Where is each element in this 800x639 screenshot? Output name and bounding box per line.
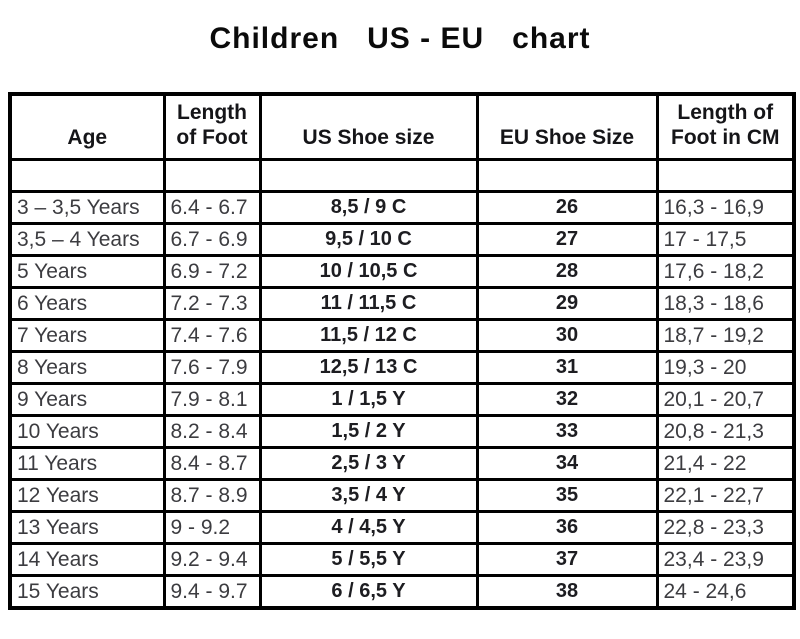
cell-eu-shoe-size: 32: [475, 382, 659, 418]
cell-foot-length-inches: 7.2 - 7.3: [162, 286, 262, 322]
table-row: 14 Years 9.2 - 9.4 5 / 5,5 Y 37 23,4 - 23,9: [8, 542, 796, 578]
cell-age: 5 Years: [8, 254, 166, 290]
cell-foot-length-cm: 19,3 - 20: [655, 350, 796, 386]
cell-eu-shoe-size: 31: [475, 350, 659, 386]
table-row: 13 Years 9 - 9.2 4 / 4,5 Y 36 22,8 - 23,3: [8, 510, 796, 546]
cell-eu-shoe-size: 33: [475, 414, 659, 450]
table-row: 12 Years 8.7 - 8.9 3,5 / 4 Y 35 22,1 - 22,7: [8, 478, 796, 514]
cell-us-shoe-size: 4 / 4,5 Y: [258, 510, 479, 546]
cell-foot-length-inches: 8.4 - 8.7: [162, 446, 262, 482]
cell-eu-shoe-size: 29: [475, 286, 659, 322]
cell-age: 15 Years: [8, 574, 166, 610]
spacer-cell: [258, 158, 479, 194]
cell-foot-length-cm: 22,8 - 23,3: [655, 510, 796, 546]
cell-foot-length-inches: 7.4 - 7.6: [162, 318, 262, 354]
cell-foot-length-cm: 20,8 - 21,3: [655, 414, 796, 450]
cell-eu-shoe-size: 26: [475, 190, 659, 226]
cell-foot-length-cm: 20,1 - 20,7: [655, 382, 796, 418]
cell-us-shoe-size: 2,5 / 3 Y: [258, 446, 479, 482]
header-eu-shoe-size: EU Shoe Size: [475, 92, 659, 162]
cell-foot-length-cm: 18,3 - 18,6: [655, 286, 796, 322]
cell-age: 10 Years: [8, 414, 166, 450]
cell-eu-shoe-size: 34: [475, 446, 659, 482]
cell-foot-length-inches: 6.7 - 6.9: [162, 222, 262, 258]
cell-us-shoe-size: 9,5 / 10 C: [258, 222, 479, 258]
cell-eu-shoe-size: 35: [475, 478, 659, 514]
cell-foot-length-inches: 8.7 - 8.9: [162, 478, 262, 514]
cell-age: 3 – 3,5 Years: [8, 190, 166, 226]
cell-eu-shoe-size: 27: [475, 222, 659, 258]
cell-us-shoe-size: 12,5 / 13 C: [258, 350, 479, 386]
cell-us-shoe-size: 3,5 / 4 Y: [258, 478, 479, 514]
cell-foot-length-inches: 6.4 - 6.7: [162, 190, 262, 226]
cell-foot-length-cm: 17 - 17,5: [655, 222, 796, 258]
cell-us-shoe-size: 11,5 / 12 C: [258, 318, 479, 354]
table-body: 3 – 3,5 Years 6.4 - 6.7 8,5 / 9 C 26 16,3 - …: [8, 158, 796, 610]
cell-eu-shoe-size: 28: [475, 254, 659, 290]
cell-foot-length-inches: 9.4 - 9.7: [162, 574, 262, 610]
cell-us-shoe-size: 6 / 6,5 Y: [258, 574, 479, 610]
table-row: 15 Years 9.4 - 9.7 6 / 6,5 Y 38 24 - 24,6: [8, 574, 796, 610]
header-row: Age Length of Foot US Shoe size EU Shoe …: [8, 92, 796, 162]
table-row: 3,5 – 4 Years 6.7 - 6.9 9,5 / 10 C 27 17 - 1…: [8, 222, 796, 258]
cell-eu-shoe-size: 36: [475, 510, 659, 546]
cell-eu-shoe-size: 30: [475, 318, 659, 354]
cell-age: 6 Years: [8, 286, 166, 322]
cell-us-shoe-size: 11 / 11,5 C: [258, 286, 479, 322]
cell-age: 11 Years: [8, 446, 166, 482]
table-row: 9 Years 7.9 - 8.1 1 / 1,5 Y 32 20,1 - 20,7: [8, 382, 796, 418]
cell-age: 7 Years: [8, 318, 166, 354]
cell-foot-length-inches: 6.9 - 7.2: [162, 254, 262, 290]
table-row: 11 Years 8.4 - 8.7 2,5 / 3 Y 34 21,4 - 22: [8, 446, 796, 482]
cell-foot-length-inches: 9 - 9.2: [162, 510, 262, 546]
cell-foot-length-inches: 7.9 - 8.1: [162, 382, 262, 418]
cell-us-shoe-size: 1 / 1,5 Y: [258, 382, 479, 418]
header-foot-length-cm: Length of Foot in CM: [655, 92, 796, 162]
page-title: Children US - EU chart: [209, 22, 591, 55]
table-row: 8 Years 7.6 - 7.9 12,5 / 13 C 31 19,3 - 20: [8, 350, 796, 386]
header-age: Age: [8, 92, 166, 162]
spacer-cell: [655, 158, 796, 194]
cell-foot-length-inches: 7.6 - 7.9: [162, 350, 262, 386]
cell-foot-length-cm: 17,6 - 18,2: [655, 254, 796, 290]
table-row: 10 Years 8.2 - 8.4 1,5 / 2 Y 33 20,8 - 21,3: [8, 414, 796, 450]
cell-us-shoe-size: 1,5 / 2 Y: [258, 414, 479, 450]
header-us-shoe-size: US Shoe size: [258, 92, 479, 162]
cell-foot-length-cm: 18,7 - 19,2: [655, 318, 796, 354]
cell-us-shoe-size: 8,5 / 9 C: [258, 190, 479, 226]
table-row: 5 Years 6.9 - 7.2 10 / 10,5 C 28 17,6 - 18,2: [8, 254, 796, 290]
cell-foot-length-cm: 24 - 24,6: [655, 574, 796, 610]
spacer-cell: [475, 158, 659, 194]
cell-foot-length-inches: 9.2 - 9.4: [162, 542, 262, 578]
cell-foot-length-cm: 21,4 - 22: [655, 446, 796, 482]
header-foot-length-inches: Length of Foot: [162, 92, 262, 162]
table-row: 6 Years 7.2 - 7.3 11 / 11,5 C 29 18,3 - 18,6: [8, 286, 796, 322]
cell-us-shoe-size: 10 / 10,5 C: [258, 254, 479, 290]
size-chart-table: Age Length of Foot US Shoe size EU Shoe …: [8, 92, 796, 611]
cell-eu-shoe-size: 37: [475, 542, 659, 578]
cell-us-shoe-size: 5 / 5,5 Y: [258, 542, 479, 578]
cell-foot-length-cm: 23,4 - 23,9: [655, 542, 796, 578]
spacer-cell: [162, 158, 262, 194]
cell-foot-length-inches: 8.2 - 8.4: [162, 414, 262, 450]
table-row: 3 – 3,5 Years 6.4 - 6.7 8,5 / 9 C 26 16,3 - …: [8, 190, 796, 226]
cell-eu-shoe-size: 38: [475, 574, 659, 610]
spacer-cell: [8, 158, 166, 194]
cell-age: 13 Years: [8, 510, 166, 546]
spacer-row: [8, 158, 796, 194]
cell-age: 12 Years: [8, 478, 166, 514]
cell-age: 14 Years: [8, 542, 166, 578]
cell-foot-length-cm: 16,3 - 16,9: [655, 190, 796, 226]
table-row: 7 Years 7.4 - 7.6 11,5 / 12 C 30 18,7 - 19,2: [8, 318, 796, 354]
cell-age: 8 Years: [8, 350, 166, 386]
cell-age: 3,5 – 4 Years: [8, 222, 166, 258]
cell-age: 9 Years: [8, 382, 166, 418]
cell-foot-length-cm: 22,1 - 22,7: [655, 478, 796, 514]
